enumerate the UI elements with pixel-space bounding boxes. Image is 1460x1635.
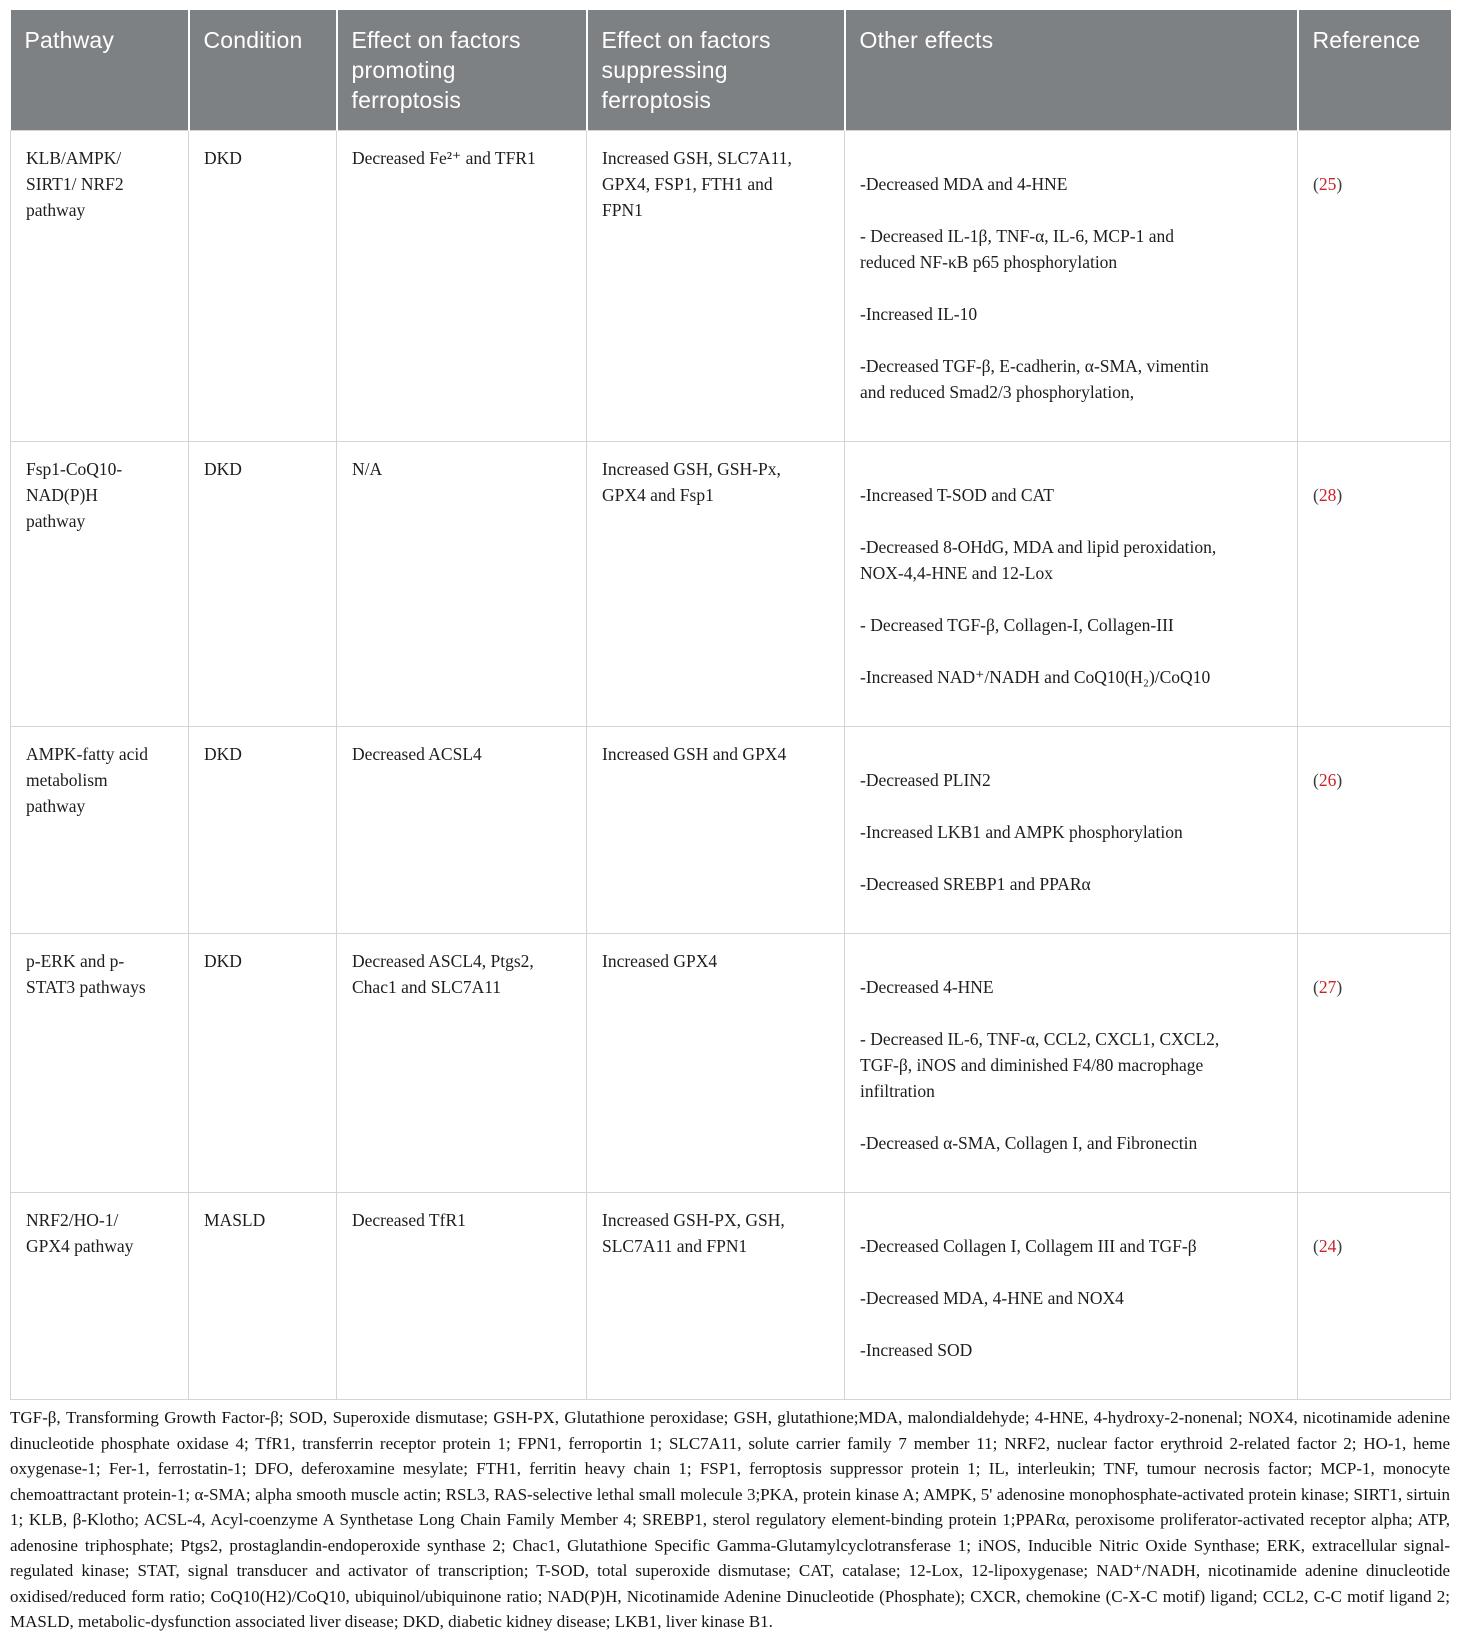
cell-condition: MASLD: [188, 1192, 337, 1400]
other-effect-line: -Decreased MDA, 4-HNE and NOX4: [860, 1288, 1124, 1308]
cell-pathway: AMPK-fatty acid metabolism pathway: [10, 726, 189, 934]
ferroptosis-pathway-table: Pathway Condition Effect on factors prom…: [10, 10, 1451, 1400]
cell-pathway: p-ERK and p- STAT3 pathways: [10, 933, 189, 1193]
table-row: KLB/AMPK/ SIRT1/ NRF2 pathway DKD Decrea…: [10, 130, 1451, 442]
other-effect-line: -Decreased Collagen I, Collagem III and …: [860, 1236, 1197, 1256]
reference-number: 27: [1318, 977, 1337, 997]
other-effect-line: -Increased NAD⁺/NADH and CoQ10(H₂)/CoQ10: [860, 667, 1211, 687]
other-effect-line: - Decreased IL-1β, TNF-α, IL-6, MCP-1 an…: [860, 226, 1175, 272]
cell-reference: (27): [1297, 933, 1451, 1193]
other-effect-line: -Decreased PLIN2: [860, 770, 991, 790]
cell-pathway: NRF2/HO-1/ GPX4 pathway: [10, 1192, 189, 1400]
reference-citation[interactable]: (26): [1313, 770, 1342, 790]
other-effect-line: -Decreased 8-OHdG, MDA and lipid peroxid…: [860, 537, 1217, 583]
reference-citation[interactable]: (28): [1313, 485, 1342, 505]
cell-reference: (25): [1297, 130, 1451, 442]
cell-reference: (28): [1297, 441, 1451, 727]
other-effect-line: -Increased IL-10: [860, 304, 978, 324]
reference-number: 24: [1318, 1236, 1337, 1256]
table-row: NRF2/HO-1/ GPX4 pathway MASLD Decreased …: [10, 1192, 1451, 1400]
col-header-effect-suppressing: Effect on factors suppressing ferroptosi…: [585, 10, 845, 131]
reference-citation[interactable]: (24): [1313, 1236, 1342, 1256]
table-row: Fsp1-CoQ10- NAD(P)H pathway DKD N/A Incr…: [10, 441, 1451, 727]
paren-open: (: [1313, 485, 1319, 505]
other-effect-line: -Increased LKB1 and AMPK phosphorylation: [860, 822, 1183, 842]
cell-effect-suppressing: Increased GSH and GPX4: [586, 726, 845, 934]
cell-other-effects: -Increased T-SOD and CAT -Decreased 8-OH…: [844, 441, 1298, 727]
other-effect-line: - Decreased IL-6, TNF-α, CCL2, CXCL1, CX…: [860, 1029, 1220, 1101]
paren-close: ): [1336, 770, 1343, 790]
abbreviations-footnote: TGF-β, Transforming Growth Factor-β; SOD…: [10, 1408, 1450, 1631]
cell-condition: DKD: [188, 130, 337, 442]
paren-close: ): [1336, 174, 1343, 194]
cell-other-effects: -Decreased MDA and 4-HNE - Decreased IL-…: [844, 130, 1298, 442]
col-header-effect-promoting: Effect on factors promoting ferroptosis: [335, 10, 587, 131]
cell-other-effects: -Decreased Collagen I, Collagem III and …: [844, 1192, 1298, 1400]
col-header-condition: Condition: [187, 10, 337, 131]
table-row: p-ERK and p- STAT3 pathways DKD Decrease…: [10, 933, 1451, 1193]
table-row: AMPK-fatty acid metabolism pathway DKD D…: [10, 726, 1451, 934]
paren-open: (: [1313, 977, 1319, 997]
cell-pathway: KLB/AMPK/ SIRT1/ NRF2 pathway: [10, 130, 189, 442]
cell-effect-suppressing: Increased GPX4: [586, 933, 845, 1193]
reference-citation[interactable]: (25): [1313, 174, 1342, 194]
cell-pathway: Fsp1-CoQ10- NAD(P)H pathway: [10, 441, 189, 727]
paren-open: (: [1313, 174, 1319, 194]
other-effect-line: -Decreased 4-HNE: [860, 977, 994, 997]
reference-number: 28: [1318, 485, 1337, 505]
reference-number: 26: [1318, 770, 1337, 790]
cell-effect-suppressing: Increased GSH, GSH-Px, GPX4 and Fsp1: [586, 441, 845, 727]
reference-number: 25: [1318, 174, 1337, 194]
other-effect-line: -Increased T-SOD and CAT: [860, 485, 1054, 505]
col-header-other-effects: Other effects: [843, 10, 1298, 131]
other-effect-line: -Decreased MDA and 4-HNE: [860, 174, 1068, 194]
other-effect-line: -Decreased SREBP1 and PPARα: [860, 874, 1091, 894]
reference-citation[interactable]: (27): [1313, 977, 1342, 997]
cell-reference: (24): [1297, 1192, 1451, 1400]
paren-open: (: [1313, 770, 1319, 790]
cell-effect-promoting: Decreased ACSL4: [336, 726, 587, 934]
other-effect-line: -Decreased α-SMA, Collagen I, and Fibron…: [860, 1133, 1198, 1153]
cell-condition: DKD: [188, 933, 337, 1193]
paren-close: ): [1336, 485, 1343, 505]
cell-condition: DKD: [188, 726, 337, 934]
header-row: Pathway Condition Effect on factors prom…: [10, 10, 1451, 131]
other-effect-line: -Decreased TGF-β, E-cadherin, α-SMA, vim…: [860, 356, 1209, 402]
col-header-pathway: Pathway: [10, 10, 189, 131]
cell-reference: (26): [1297, 726, 1451, 934]
cell-effect-suppressing: Increased GSH, SLC7A11, GPX4, FSP1, FTH1…: [586, 130, 845, 442]
cell-other-effects: -Decreased PLIN2 -Increased LKB1 and AMP…: [844, 726, 1298, 934]
cell-condition: DKD: [188, 441, 337, 727]
col-header-reference: Reference: [1296, 10, 1451, 131]
paren-close: ): [1336, 977, 1343, 997]
cell-effect-promoting: Decreased Fe²⁺ and TFR1: [336, 130, 587, 442]
cell-effect-suppressing: Increased GSH-PX, GSH, SLC7A11 and FPN1: [586, 1192, 845, 1400]
paren-close: ): [1336, 1236, 1343, 1256]
cell-effect-promoting: N/A: [336, 441, 587, 727]
other-effect-line: - Decreased TGF-β, Collagen-I, Collagen-…: [860, 615, 1174, 635]
other-effect-line: -Increased SOD: [860, 1340, 973, 1360]
cell-other-effects: -Decreased 4-HNE - Decreased IL-6, TNF-α…: [844, 933, 1298, 1193]
cell-effect-promoting: Decreased ASCL4, Ptgs2, Chac1 and SLC7A1…: [336, 933, 587, 1193]
cell-effect-promoting: Decreased TfR1: [336, 1192, 587, 1400]
